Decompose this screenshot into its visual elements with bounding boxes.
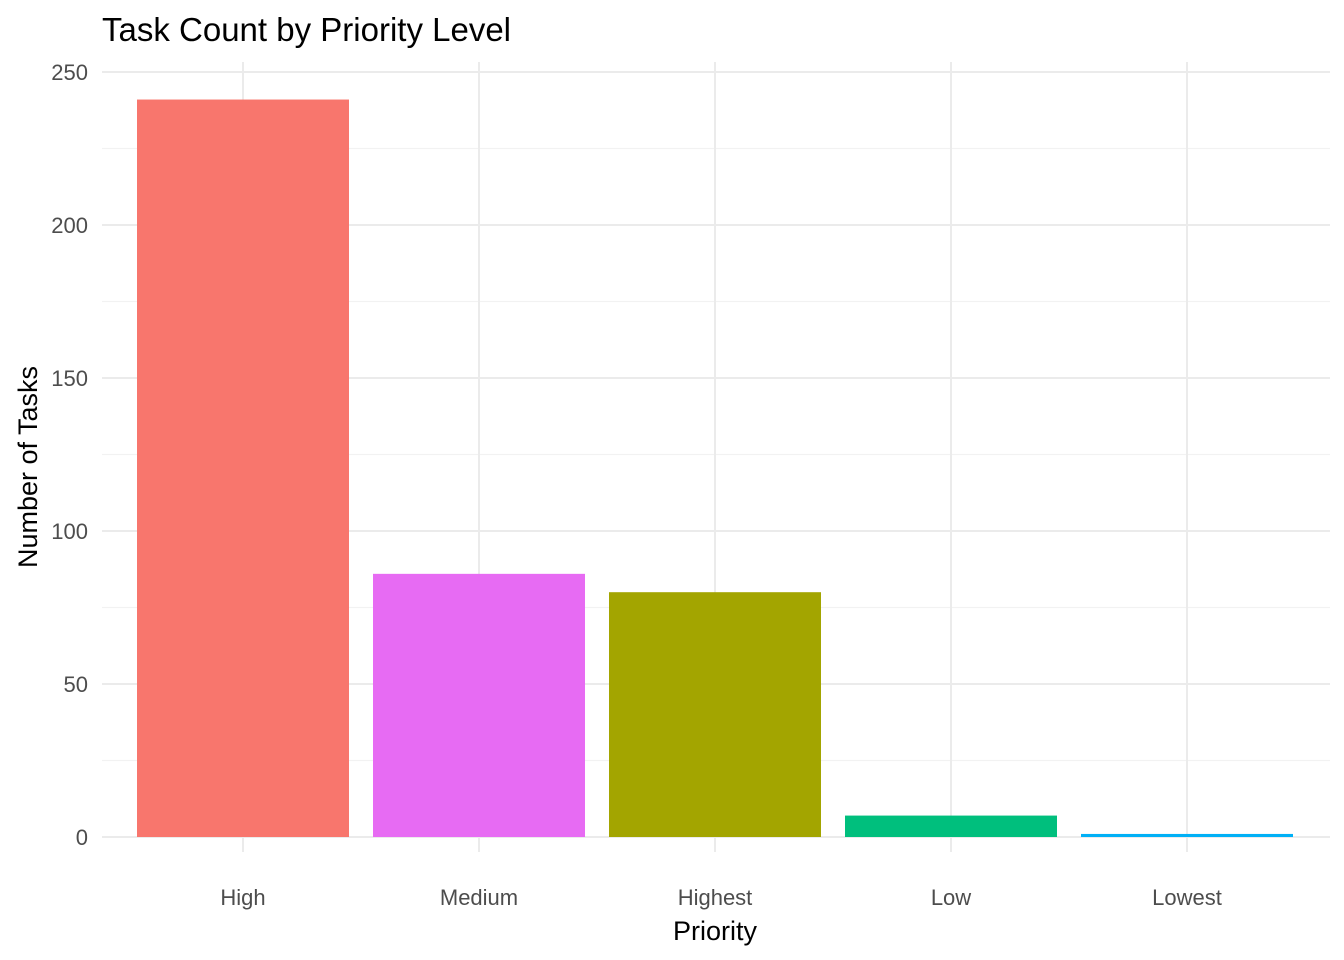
x-tick-label: Lowest: [1152, 885, 1222, 910]
y-tick-label: 200: [51, 213, 88, 238]
bar-lowest: [1081, 833, 1293, 837]
x-axis-title: Priority: [673, 916, 758, 946]
bars: [137, 99, 1293, 838]
x-tick-label: Medium: [440, 885, 518, 910]
y-tick-label: 0: [76, 825, 88, 850]
y-axis-title: Number of Tasks: [13, 366, 43, 568]
x-tick-label: Highest: [678, 885, 753, 910]
y-tick-label: 150: [51, 366, 88, 391]
y-tick-label: 100: [51, 519, 88, 544]
bar-medium: [373, 573, 585, 837]
bar-high: [137, 99, 349, 838]
bar-highest: [609, 592, 821, 837]
x-tick-label: High: [220, 885, 265, 910]
chart-title: Task Count by Priority Level: [102, 11, 511, 48]
bar-low: [845, 815, 1057, 837]
x-axis-ticks: High Medium Highest Low Lowest: [220, 885, 1221, 910]
y-tick-label: 50: [64, 672, 88, 697]
y-axis-ticks: 0 50 100 150 200 250: [51, 60, 88, 850]
y-tick-label: 250: [51, 60, 88, 85]
x-tick-label: Low: [931, 885, 971, 910]
